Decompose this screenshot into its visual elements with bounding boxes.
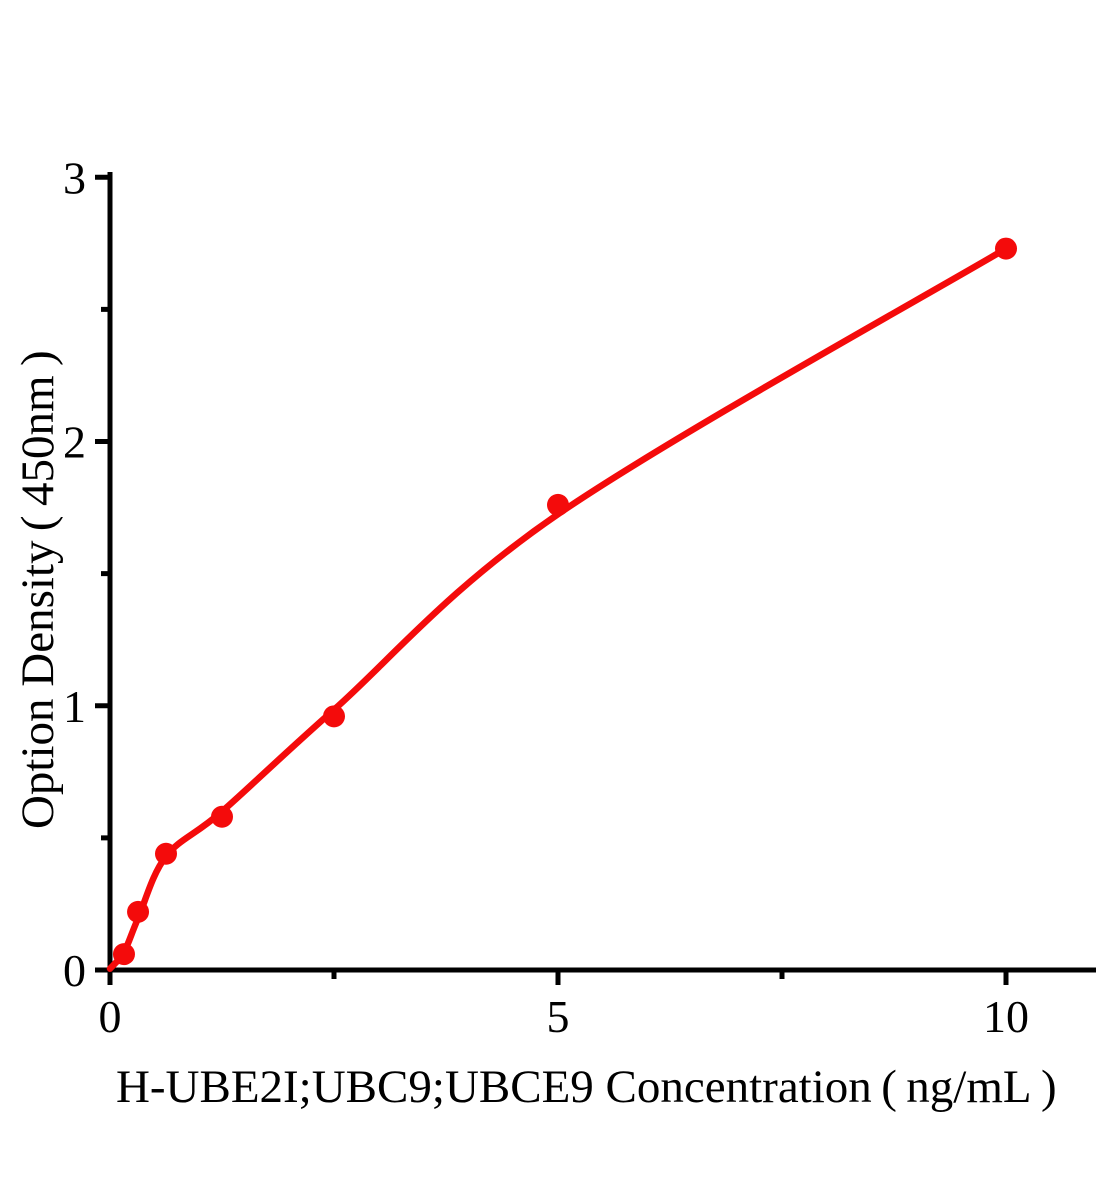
y-tick-label: 1 [63, 681, 86, 732]
data-point [112, 943, 135, 966]
y-tick-label: 3 [63, 152, 86, 203]
x-tick-label: 0 [99, 991, 122, 1042]
data-point [155, 842, 177, 865]
data-point [995, 237, 1017, 260]
data-point [211, 805, 233, 828]
x-tick-label: 10 [983, 991, 1029, 1042]
x-tick-label: 5 [547, 991, 570, 1042]
data-point [127, 900, 150, 923]
y-tick-label: 0 [63, 945, 86, 996]
y-tick-label: 2 [63, 417, 86, 468]
data-point [547, 493, 569, 516]
fit-curve [106, 245, 1010, 972]
y-axis-title: Option Density ( 450nm ) [12, 340, 64, 830]
x-axis-title: H-UBE2I;UBC9;UBCE9 Concentration ( ng/mL… [115, 1061, 1067, 1113]
data-point [323, 705, 345, 728]
